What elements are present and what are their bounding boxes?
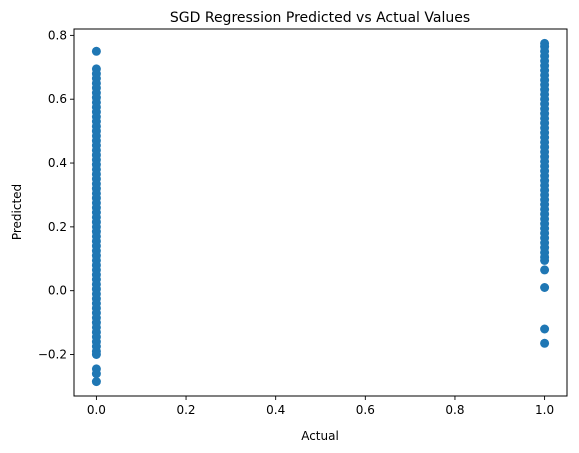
y-tick-label: 0.2 bbox=[48, 220, 67, 234]
chart-title: SGD Regression Predicted vs Actual Value… bbox=[170, 10, 470, 26]
y-tick-label: 0.4 bbox=[48, 156, 67, 170]
data-point bbox=[540, 283, 550, 292]
data-point bbox=[540, 324, 550, 334]
data-points bbox=[91, 38, 550, 387]
y-tick-label: 0.6 bbox=[48, 92, 67, 106]
y-tick-label: −0.2 bbox=[38, 348, 67, 362]
x-tick-label: 0.6 bbox=[356, 403, 375, 417]
x-tick-label: 0.2 bbox=[176, 403, 195, 417]
data-point bbox=[540, 265, 550, 275]
data-point bbox=[91, 369, 101, 379]
x-axis-label: Actual bbox=[301, 429, 339, 443]
data-point bbox=[91, 350, 101, 359]
x-tick-label: 0.8 bbox=[445, 403, 464, 417]
data-point bbox=[91, 377, 101, 387]
y-axis-label: Predicted bbox=[10, 184, 24, 240]
data-point bbox=[540, 338, 550, 348]
x-axis-ticks: 0.0 0.2 0.4 0.6 0.8 1.0 bbox=[87, 396, 554, 417]
plot-frame bbox=[73, 28, 568, 397]
y-axis-ticks: −0.2 0.0 0.2 0.4 0.6 0.8 bbox=[38, 28, 74, 362]
y-tick-label: 0.8 bbox=[48, 28, 67, 42]
y-tick-label: 0.0 bbox=[48, 284, 67, 298]
data-point bbox=[91, 46, 101, 56]
data-point bbox=[540, 255, 550, 265]
x-tick-label: 0.0 bbox=[87, 403, 106, 417]
x-tick-label: 0.4 bbox=[266, 403, 285, 417]
x-tick-label: 1.0 bbox=[535, 403, 554, 417]
